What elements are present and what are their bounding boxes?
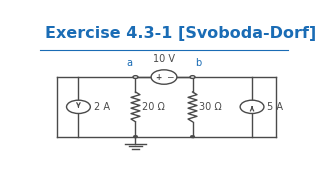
Text: a: a xyxy=(126,58,132,68)
Text: 10 V: 10 V xyxy=(153,54,175,64)
Circle shape xyxy=(151,70,177,84)
Circle shape xyxy=(133,135,138,138)
Text: 30 Ω: 30 Ω xyxy=(199,102,222,112)
Text: 20 Ω: 20 Ω xyxy=(142,102,165,112)
Circle shape xyxy=(67,100,90,114)
Text: +: + xyxy=(156,73,162,82)
Circle shape xyxy=(190,76,195,78)
Text: 2 A: 2 A xyxy=(94,102,110,112)
Circle shape xyxy=(190,135,195,138)
Text: −: − xyxy=(166,73,173,82)
Text: Exercise 4.3-1 [Svoboda-Dorf]: Exercise 4.3-1 [Svoboda-Dorf] xyxy=(45,26,316,41)
Circle shape xyxy=(240,100,264,114)
Circle shape xyxy=(133,76,138,78)
Text: 5 A: 5 A xyxy=(267,102,283,112)
Text: b: b xyxy=(196,58,202,68)
